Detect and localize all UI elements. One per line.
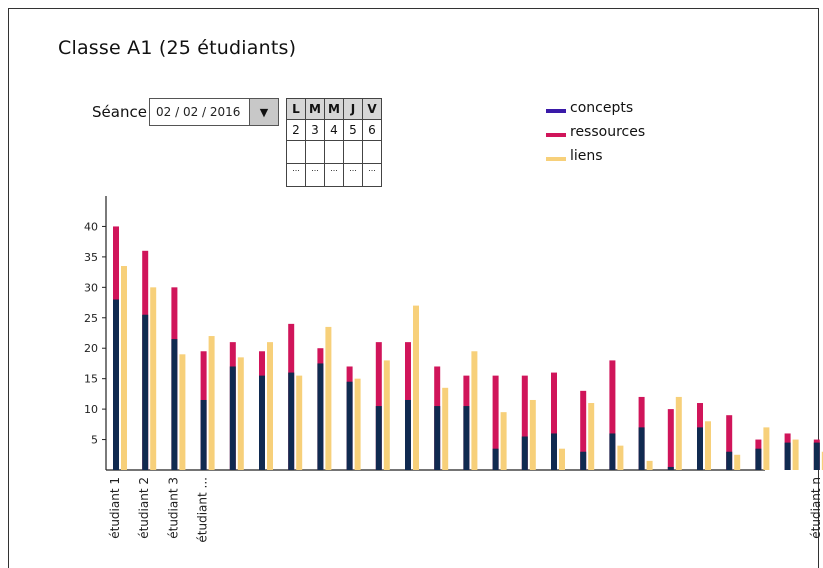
bar-concepts (317, 363, 323, 470)
y-tick-label: 30 (84, 281, 98, 294)
x-category-label: étudiant 2 (137, 477, 151, 539)
bar-concepts (142, 315, 148, 470)
bar-chart: 5 10 15 20 25 30 35 40 étudiant 1 étudiant 2 étudi… (0, 0, 823, 553)
x-category-label: étudiant 1 (108, 477, 122, 539)
bar-liens (559, 449, 565, 470)
bar-concepts (697, 427, 703, 470)
bar-liens (413, 306, 419, 470)
bar-liens (209, 336, 215, 470)
bar-concepts (609, 433, 615, 470)
bar-concepts (522, 437, 528, 470)
bar-concepts (639, 427, 645, 470)
bar-liens (793, 440, 799, 470)
bar-concepts (288, 373, 294, 470)
bar-liens (763, 427, 769, 470)
x-category-label: étudiant n (809, 477, 823, 539)
bar-liens (647, 461, 653, 470)
bar-liens (179, 354, 185, 470)
bar-concepts (434, 406, 440, 470)
bar-concepts (668, 467, 674, 470)
bar-liens (296, 376, 302, 470)
bar-liens (121, 266, 127, 470)
bar-liens (150, 287, 156, 470)
x-category-label: étudiant 3 (166, 477, 180, 539)
y-tick-label: 15 (84, 373, 98, 386)
bar-concepts (463, 406, 469, 470)
bar-liens (705, 421, 711, 470)
bar-concepts (726, 452, 732, 470)
y-tick-label: 35 (84, 251, 98, 264)
bar-liens (734, 455, 740, 470)
bar-concepts (376, 406, 382, 470)
bar-liens (530, 400, 536, 470)
bar-concepts (230, 366, 236, 470)
bar-liens (355, 379, 361, 470)
bar-concepts (580, 452, 586, 470)
bar-liens (501, 412, 507, 470)
bar-concepts (785, 443, 791, 470)
bar-concepts (551, 433, 557, 470)
bar-concepts (113, 300, 119, 470)
x-category-label: étudiant ... (196, 477, 210, 543)
bar-liens (588, 403, 594, 470)
bar-concepts (405, 400, 411, 470)
bar-concepts (201, 400, 207, 470)
y-tick-label: 10 (84, 403, 98, 416)
bar-liens (325, 327, 331, 470)
bar-concepts (814, 443, 820, 470)
bar-concepts (171, 339, 177, 470)
bar-liens (442, 388, 448, 470)
bar-liens (238, 357, 244, 470)
bar-liens (384, 360, 390, 470)
y-tick-label: 40 (84, 220, 98, 233)
bar-concepts (259, 376, 265, 470)
bar-concepts (755, 449, 761, 470)
y-tick-label: 5 (91, 434, 98, 447)
bar-liens (676, 397, 682, 470)
bar-ressources (668, 409, 674, 470)
bar-concepts (493, 449, 499, 470)
y-tick-label: 25 (84, 312, 98, 325)
bar-liens (471, 351, 477, 470)
y-tick-label: 20 (84, 342, 98, 355)
bar-liens (617, 446, 623, 470)
bar-liens (267, 342, 273, 470)
bar-concepts (347, 382, 353, 470)
